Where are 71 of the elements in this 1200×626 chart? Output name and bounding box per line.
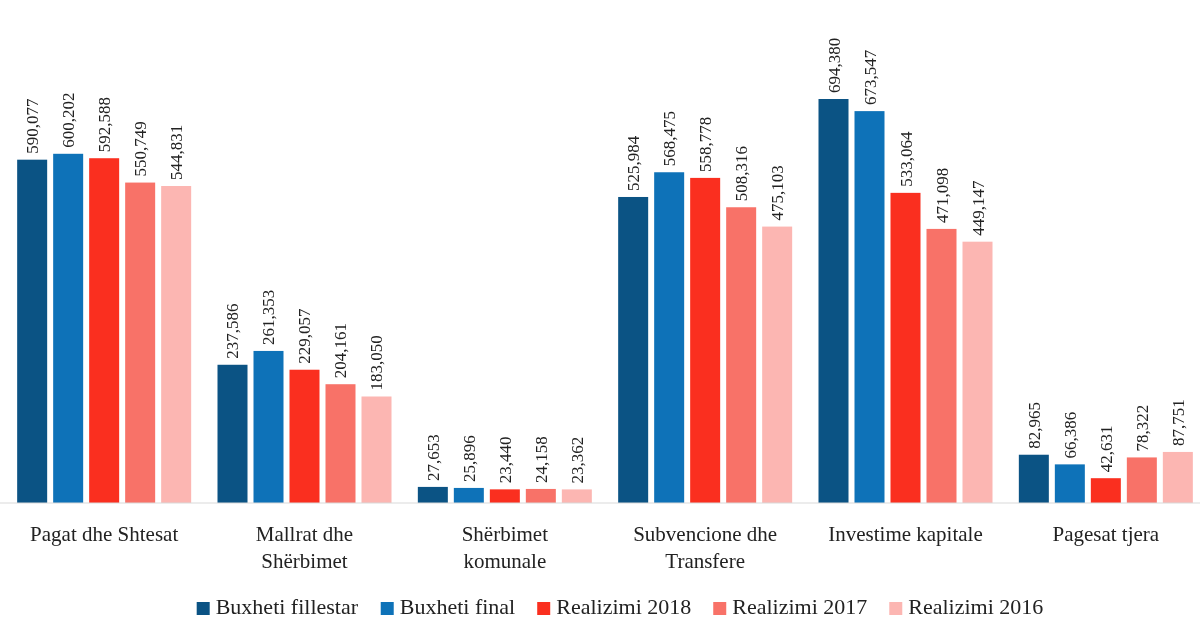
data-label: 23,362 [567, 436, 587, 484]
data-label: 229,057 [295, 307, 315, 364]
data-label: 600,202 [59, 92, 79, 148]
x-tick-label: Pagat dhe Shtesat [30, 522, 179, 546]
bar [690, 177, 721, 503]
bar [762, 226, 793, 503]
data-label: 23,440 [495, 436, 515, 484]
x-tick-label: Shërbimet komunale [461, 522, 549, 573]
x-tick-label: Mallrat dhe Shërbimet [255, 522, 354, 573]
data-label: 66,386 [1060, 411, 1080, 459]
x-tick-label: Pagesat tjera [1052, 522, 1160, 546]
legend-label: Realizimi 2018 [556, 594, 692, 619]
bar [489, 489, 520, 503]
bar [161, 186, 192, 503]
data-label: 475,103 [768, 165, 788, 221]
data-label: 508,316 [732, 146, 752, 202]
data-label: 590,077 [23, 97, 43, 154]
bar [417, 486, 448, 503]
legend-label: Buxheti fillestar [215, 594, 359, 619]
data-label: 204,161 [331, 322, 351, 379]
bar [926, 228, 957, 503]
bar [53, 153, 84, 503]
data-label: 261,353 [259, 289, 279, 345]
data-label: 544,831 [167, 124, 187, 181]
data-label: 27,653 [423, 434, 443, 481]
data-label: 78,322 [1132, 404, 1152, 452]
bar [854, 111, 885, 503]
bar [618, 196, 649, 503]
bar [1126, 457, 1157, 503]
data-label: 237,586 [223, 303, 243, 359]
x-tick-label: Subvencione dhe Transfere [633, 522, 778, 573]
bar [890, 192, 921, 503]
data-label: 550,749 [131, 121, 151, 177]
data-label: 87,751 [1168, 399, 1188, 446]
data-label: 183,050 [367, 335, 387, 391]
data-label: 694,380 [824, 37, 844, 93]
legend-label: Realizimi 2016 [908, 594, 1044, 619]
x-tick-label: Investime kapitale [828, 522, 983, 546]
data-label: 471,098 [932, 167, 952, 223]
bar [325, 384, 356, 503]
bar [818, 99, 849, 503]
bar [361, 396, 392, 503]
bar [1162, 451, 1193, 503]
data-label: 24,158 [531, 436, 551, 483]
bar [289, 369, 320, 503]
data-label: 568,475 [660, 111, 680, 167]
bar [654, 172, 685, 503]
bar [1054, 464, 1085, 503]
data-label: 449,147 [968, 179, 988, 236]
data-label: 82,965 [1024, 401, 1044, 449]
bar [962, 241, 993, 503]
data-label: 533,064 [896, 131, 916, 187]
data-label: 42,631 [1096, 425, 1116, 473]
legend-label: Realizimi 2017 [732, 594, 868, 619]
bar [561, 489, 592, 503]
bar [453, 487, 484, 503]
bar [89, 158, 120, 503]
data-label: 525,984 [624, 135, 644, 191]
bar [726, 207, 757, 503]
bar [17, 159, 48, 503]
legend-label: Buxheti final [399, 594, 516, 619]
data-label: 592,588 [95, 96, 115, 153]
bar [1018, 454, 1049, 503]
bar [253, 350, 284, 503]
data-label: 673,547 [860, 49, 880, 106]
bar [125, 182, 156, 503]
bar [525, 488, 556, 503]
bar [1090, 478, 1121, 503]
data-label: 25,896 [459, 435, 479, 482]
data-label: 558,778 [696, 116, 716, 172]
bar [217, 364, 248, 503]
